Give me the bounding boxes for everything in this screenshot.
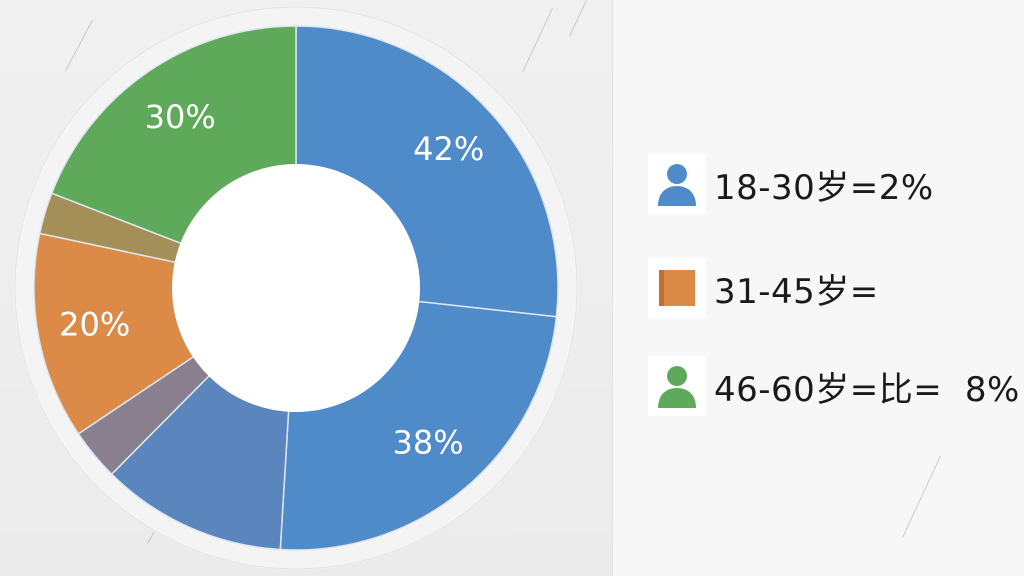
legend-label: 31-45岁= — [714, 271, 879, 312]
square-icon — [648, 258, 706, 318]
legend-item-46-60: 46-60岁=比= 8% — [648, 354, 1020, 418]
donut-hole — [172, 164, 420, 412]
person-icon — [648, 154, 706, 214]
slice-label: 30% — [145, 98, 216, 136]
legend-label: 46-60岁=比= 8% — [714, 369, 1020, 410]
slice-label: 20% — [59, 306, 130, 344]
labels-group: 42% 38% 20% 30% — [59, 98, 484, 462]
person-icon — [648, 356, 706, 416]
legend-item-18-30: 18-30岁=2% — [648, 152, 934, 216]
slice-label: 42% — [413, 130, 484, 168]
donut-chart: 42% 38% 20% 30% — [14, 6, 578, 570]
chart-outer-ring-edge — [14, 6, 578, 570]
legend-item-31-45: 31-45岁= — [648, 256, 879, 320]
slice-label: 38% — [393, 424, 464, 462]
legend-label: 18-30岁=2% — [714, 167, 934, 208]
